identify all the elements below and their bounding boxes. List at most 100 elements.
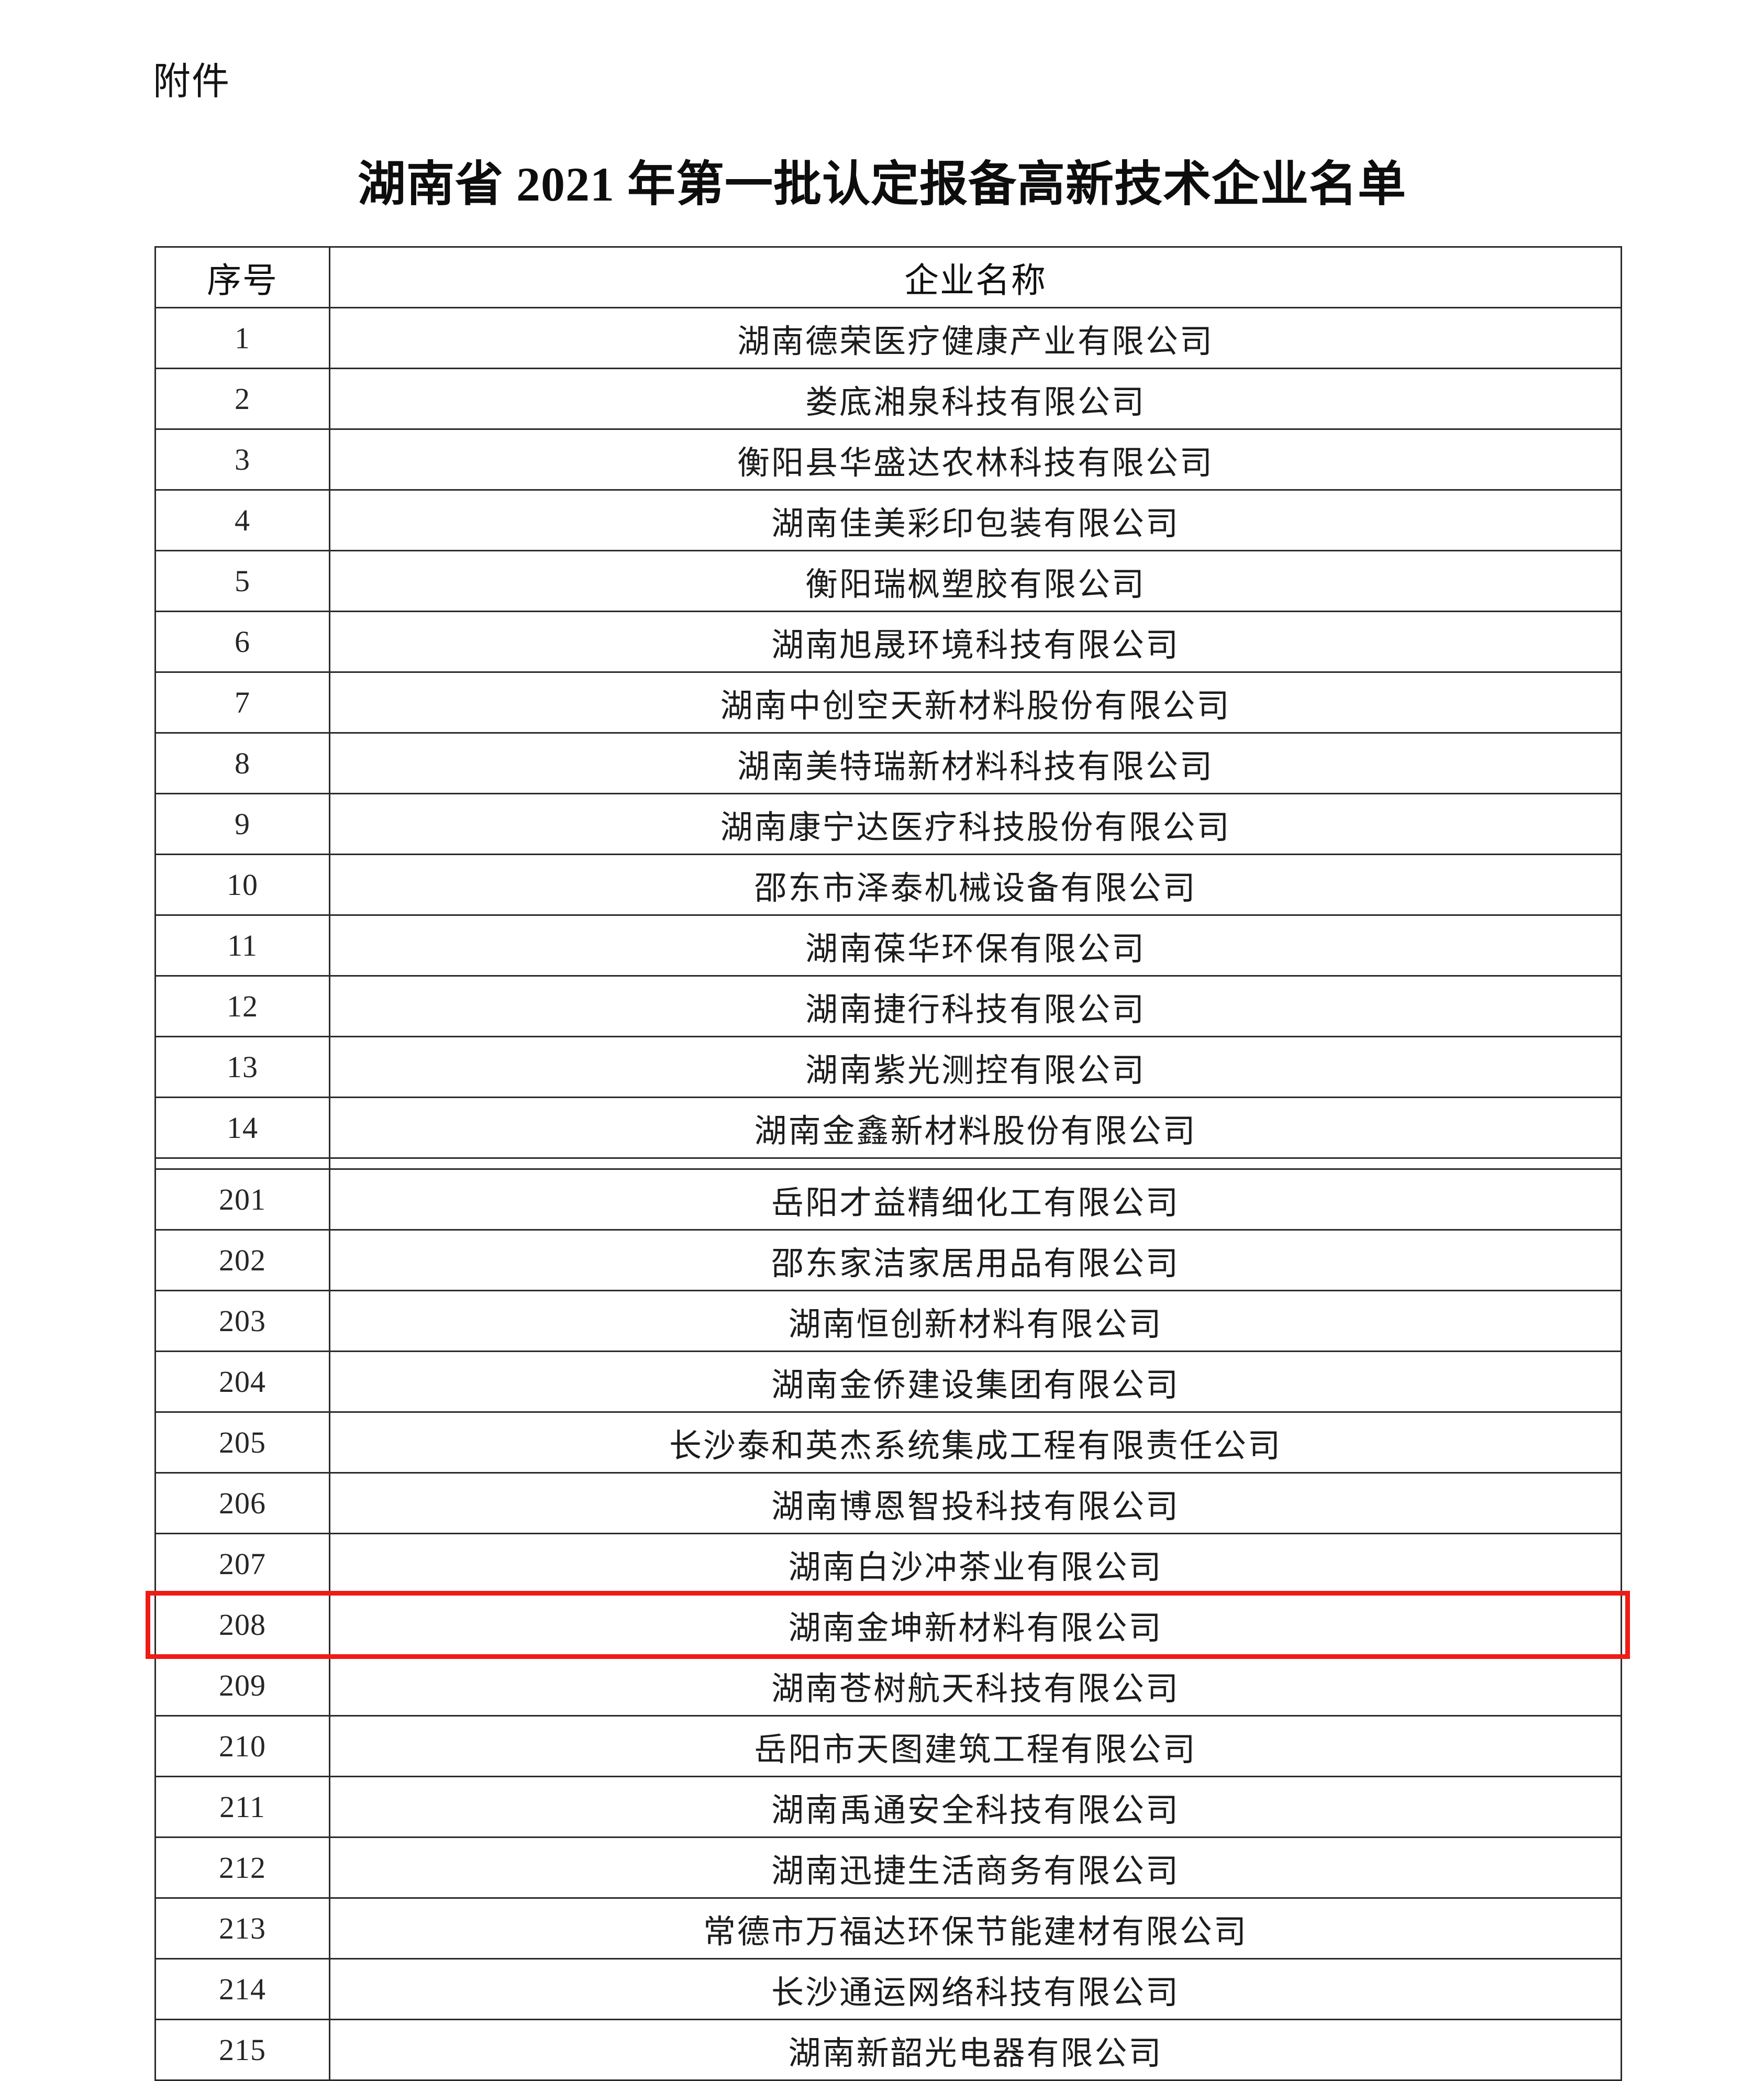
cell-enterprise-name: 湖南苍树航天科技有限公司 xyxy=(329,1654,1622,1717)
cell-seq: 5 xyxy=(154,550,330,612)
table-row: 7 湖南中创空天新材料股份有限公司 xyxy=(154,671,1622,734)
table-row: 12 湖南捷行科技有限公司 xyxy=(154,975,1622,1037)
cell-enterprise-name: 湖南德荣医疗健康产业有限公司 xyxy=(329,307,1622,369)
table-row: 208 湖南金坤新材料有限公司 xyxy=(154,1593,1622,1656)
table-row: 11 湖南葆华环保有限公司 xyxy=(154,914,1622,977)
cell-seq: 11 xyxy=(154,914,330,977)
cell-enterprise-name: 邵东家洁家居用品有限公司 xyxy=(329,1229,1622,1291)
table-row: 13 湖南紫光测控有限公司 xyxy=(154,1036,1622,1098)
table-row: 213 常德市万福达环保节能建材有限公司 xyxy=(154,1897,1622,1960)
table-row: 9 湖南康宁达医疗科技股份有限公司 xyxy=(154,793,1622,855)
cell-seq: 7 xyxy=(154,671,330,734)
cell-enterprise-name: 长沙泰和英杰系统集成工程有限责任公司 xyxy=(329,1411,1622,1474)
cell-seq: 10 xyxy=(154,854,330,916)
cell-enterprise-name: 湖南康宁达医疗科技股份有限公司 xyxy=(329,793,1622,855)
cell-seq: 203 xyxy=(154,1290,330,1352)
cell-enterprise-name: 岳阳才益精细化工有限公司 xyxy=(329,1168,1622,1231)
cell-seq: 9 xyxy=(154,793,330,855)
cell-enterprise-name: 湖南葆华环保有限公司 xyxy=(329,914,1622,977)
table-row: 5 衡阳瑞枫塑胶有限公司 xyxy=(154,550,1622,612)
table-row: 215 湖南新韶光电器有限公司 xyxy=(154,2019,1622,2081)
table-row: 10 邵东市泽泰机械设备有限公司 xyxy=(154,854,1622,916)
page-title: 湖南省 2021 年第一批认定报备高新技术企业名单 xyxy=(357,158,1406,211)
cell-enterprise-name: 湖南博恩智投科技有限公司 xyxy=(329,1472,1622,1534)
cell-enterprise-name: 邵东市泽泰机械设备有限公司 xyxy=(329,854,1622,916)
column-header-enterprise-name: 企业名称 xyxy=(329,246,1622,308)
cell-enterprise-name: 湖南捷行科技有限公司 xyxy=(329,975,1622,1037)
cell-enterprise-name: 湖南金侨建设集团有限公司 xyxy=(329,1351,1622,1413)
cell-seq: 14 xyxy=(154,1097,330,1159)
table-row: 206 湖南博恩智投科技有限公司 xyxy=(154,1472,1622,1534)
cell-enterprise-name: 湖南恒创新材料有限公司 xyxy=(329,1290,1622,1352)
table-row: 203 湖南恒创新材料有限公司 xyxy=(154,1290,1622,1352)
table-row: 1 湖南德荣医疗健康产业有限公司 xyxy=(154,307,1622,369)
cell-enterprise-name: 湖南迅捷生活商务有限公司 xyxy=(329,1836,1622,1899)
enterprise-list-table: 序号 企业名称 1 湖南德荣医疗健康产业有限公司 2 娄底湘泉科技有限公司 3 衡阳县华盛… xyxy=(154,246,1622,2081)
cell-seq: 6 xyxy=(154,611,330,673)
cell-enterprise-name: 衡阳县华盛达农林科技有限公司 xyxy=(329,428,1622,491)
cell-seq: 201 xyxy=(154,1168,330,1231)
table-row: 2 娄底湘泉科技有限公司 xyxy=(154,368,1622,430)
cell-seq: 214 xyxy=(154,1958,330,2020)
cell-seq: 4 xyxy=(154,489,330,551)
table-row: 4 湖南佳美彩印包装有限公司 xyxy=(154,489,1622,551)
enterprise-list-table-wrapper: 序号 企业名称 1 湖南德荣医疗健康产业有限公司 2 娄底湘泉科技有限公司 3 衡阳县华盛… xyxy=(154,246,1622,2081)
cell-enterprise-name: 湖南旭晟环境科技有限公司 xyxy=(329,611,1622,673)
cell-enterprise-name: 湖南新韶光电器有限公司 xyxy=(329,2019,1622,2081)
table-row: 210 岳阳市天图建筑工程有限公司 xyxy=(154,1715,1622,1777)
table-row: 201 岳阳才益精细化工有限公司 xyxy=(154,1168,1622,1231)
table-row: 14 湖南金鑫新材料股份有限公司 xyxy=(154,1097,1622,1159)
cell-enterprise-name: 长沙通运网络科技有限公司 xyxy=(329,1958,1622,2020)
table-row: 3 衡阳县华盛达农林科技有限公司 xyxy=(154,428,1622,491)
omitted-rows-gap xyxy=(154,1157,1622,1170)
cell-seq: 3 xyxy=(154,428,330,491)
cell-enterprise-name: 湖南金鑫新材料股份有限公司 xyxy=(329,1097,1622,1159)
cell-seq: 12 xyxy=(154,975,330,1037)
cell-seq: 13 xyxy=(154,1036,330,1098)
table-row: 8 湖南美特瑞新材料科技有限公司 xyxy=(154,732,1622,794)
table-row: 6 湖南旭晟环境科技有限公司 xyxy=(154,611,1622,673)
cell-seq: 209 xyxy=(154,1654,330,1717)
cell-seq: 205 xyxy=(154,1411,330,1474)
table-header: 序号 企业名称 xyxy=(154,246,1622,308)
cell-seq: 211 xyxy=(154,1776,330,1838)
cell-seq: 206 xyxy=(154,1472,330,1534)
cell-enterprise-name: 娄底湘泉科技有限公司 xyxy=(329,368,1622,430)
table-body: 1 湖南德荣医疗健康产业有限公司 2 娄底湘泉科技有限公司 3 衡阳县华盛达农林科技有限公… xyxy=(154,307,1622,2081)
table-header-row: 序号 企业名称 xyxy=(154,246,1622,308)
cell-seq: 212 xyxy=(154,1836,330,1899)
cell-enterprise-name: 衡阳瑞枫塑胶有限公司 xyxy=(329,550,1622,612)
cell-seq: 1 xyxy=(154,307,330,369)
cell-seq: 8 xyxy=(154,732,330,794)
cell-seq: 213 xyxy=(154,1897,330,1960)
cell-enterprise-name: 湖南佳美彩印包装有限公司 xyxy=(329,489,1622,551)
table-row: 204 湖南金侨建设集团有限公司 xyxy=(154,1351,1622,1413)
table-row: 214 长沙通运网络科技有限公司 xyxy=(154,1958,1622,2020)
column-header-seq: 序号 xyxy=(154,246,330,308)
cell-enterprise-name: 湖南禹通安全科技有限公司 xyxy=(329,1776,1622,1838)
cell-enterprise-name: 岳阳市天图建筑工程有限公司 xyxy=(329,1715,1622,1777)
omitted-rows-gap-seq xyxy=(154,1157,330,1170)
table-row: 209 湖南苍树航天科技有限公司 xyxy=(154,1654,1622,1717)
omitted-rows-gap-name xyxy=(329,1157,1622,1170)
cell-seq: 207 xyxy=(154,1533,330,1595)
cell-seq: 202 xyxy=(154,1229,330,1291)
table-row: 202 邵东家洁家居用品有限公司 xyxy=(154,1229,1622,1291)
table-row: 212 湖南迅捷生活商务有限公司 xyxy=(154,1836,1622,1899)
attachment-label: 附件 xyxy=(153,61,231,103)
cell-seq: 215 xyxy=(154,2019,330,2081)
table-row: 211 湖南禹通安全科技有限公司 xyxy=(154,1776,1622,1838)
cell-enterprise-name: 湖南美特瑞新材料科技有限公司 xyxy=(329,732,1622,794)
cell-enterprise-name: 湖南紫光测控有限公司 xyxy=(329,1036,1622,1098)
cell-seq: 208 xyxy=(154,1593,330,1656)
cell-seq: 204 xyxy=(154,1351,330,1413)
cell-enterprise-name: 湖南中创空天新材料股份有限公司 xyxy=(329,671,1622,734)
cell-enterprise-name: 湖南白沙冲茶业有限公司 xyxy=(329,1533,1622,1595)
cell-enterprise-name: 湖南金坤新材料有限公司 xyxy=(329,1593,1622,1656)
cell-enterprise-name: 常德市万福达环保节能建材有限公司 xyxy=(329,1897,1622,1960)
cell-seq: 2 xyxy=(154,368,330,430)
cell-seq: 210 xyxy=(154,1715,330,1777)
table-row: 205 长沙泰和英杰系统集成工程有限责任公司 xyxy=(154,1411,1622,1474)
table-row: 207 湖南白沙冲茶业有限公司 xyxy=(154,1533,1622,1595)
